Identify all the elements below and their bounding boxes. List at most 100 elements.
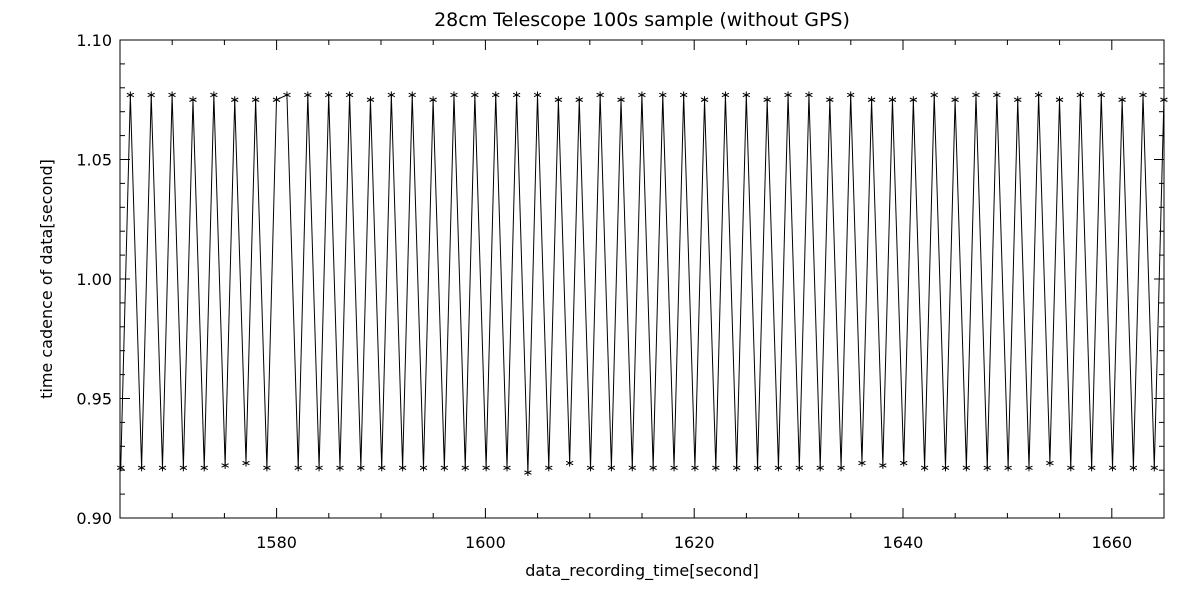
data-point <box>1067 464 1075 472</box>
data-point <box>336 464 344 472</box>
asterisk-stroke <box>461 465 469 471</box>
x-tick-label: 1660 <box>1091 533 1132 552</box>
asterisk-stroke <box>1108 465 1117 471</box>
data-point <box>628 464 637 472</box>
data-point <box>1046 459 1054 467</box>
asterisk-stroke <box>888 97 897 102</box>
data-point <box>867 96 876 104</box>
asterisk-stroke <box>795 465 804 471</box>
data-point <box>1150 464 1159 472</box>
data-point <box>398 464 407 472</box>
asterisk-stroke <box>565 460 574 466</box>
data-point <box>993 91 1001 99</box>
data-point <box>324 91 333 99</box>
asterisk-stroke <box>712 465 720 471</box>
asterisk-stroke <box>345 92 354 98</box>
y-axis-ticks: 0.90 0.95 1.00 1.05 1.10 <box>76 31 1164 528</box>
asterisk-stroke <box>304 92 312 98</box>
asterisk-stroke <box>168 92 176 98</box>
asterisk-stroke <box>251 97 260 102</box>
x-tick-label: 1600 <box>465 533 506 552</box>
data-point <box>210 91 218 99</box>
data-point <box>742 91 751 99</box>
data-point <box>189 96 197 104</box>
data-point <box>575 96 583 104</box>
asterisk-stroke <box>1160 97 1168 102</box>
data-point <box>366 96 375 104</box>
asterisk-stroke <box>179 465 188 471</box>
asterisk-stroke <box>315 465 323 471</box>
data-point <box>1004 464 1012 472</box>
data-point <box>837 464 845 472</box>
data-point <box>1025 464 1033 472</box>
asterisk-stroke <box>732 465 741 471</box>
asterisk-stroke <box>545 465 553 471</box>
asterisk-stroke <box>221 463 229 468</box>
asterisk-stroke <box>586 465 595 471</box>
asterisk-stroke <box>242 460 250 466</box>
asterisk-stroke <box>858 460 866 466</box>
asterisk-stroke <box>909 97 918 102</box>
asterisk-stroke <box>721 92 730 98</box>
data-point <box>941 464 950 472</box>
asterisk-stroke <box>983 465 991 471</box>
asterisk-stroke <box>951 97 959 102</box>
data-point <box>221 461 229 469</box>
asterisk-stroke <box>1034 92 1043 98</box>
asterisk-stroke <box>200 465 208 471</box>
data-point <box>565 459 574 467</box>
asterisk-stroke <box>816 465 824 471</box>
data-point <box>983 464 991 472</box>
asterisk-stroke <box>962 465 971 471</box>
data-point <box>524 469 532 477</box>
data-point <box>816 464 824 472</box>
asterisk-stroke <box>972 92 980 98</box>
data-point <box>784 91 792 99</box>
data-point <box>461 464 469 472</box>
asterisk-stroke <box>158 465 167 471</box>
data-point <box>962 464 971 472</box>
asterisk-stroke <box>137 465 146 471</box>
data-point <box>638 91 646 99</box>
data-point <box>700 96 709 104</box>
asterisk-stroke <box>700 97 709 102</box>
data-point <box>357 464 365 472</box>
data-point <box>545 464 553 472</box>
asterisk-stroke <box>533 92 542 98</box>
asterisk-stroke <box>670 465 678 471</box>
data-point <box>533 91 542 99</box>
asterisk-stroke <box>679 92 688 98</box>
asterisk-stroke <box>1046 460 1054 466</box>
asterisk-stroke <box>471 92 479 98</box>
data-point <box>846 91 855 99</box>
asterisk-stroke <box>1055 97 1064 102</box>
asterisk-stroke <box>742 92 751 98</box>
asterisk-stroke <box>117 465 125 471</box>
asterisk-stroke <box>867 97 876 102</box>
asterisk-stroke <box>900 460 908 466</box>
data-point <box>826 96 834 104</box>
asterisk-stroke <box>482 465 490 471</box>
y-tick-label: 0.95 <box>76 390 112 409</box>
data-point <box>909 96 918 104</box>
data-point <box>1034 91 1043 99</box>
asterisk-stroke <box>492 92 500 98</box>
y-tick-label: 0.90 <box>76 509 112 528</box>
asterisk-stroke <box>941 465 950 471</box>
series-line <box>120 94 1165 473</box>
asterisk-stroke <box>1087 465 1096 471</box>
asterisk-stroke <box>920 465 929 471</box>
data-point <box>512 91 521 99</box>
data-point <box>679 91 688 99</box>
data-point <box>951 96 959 104</box>
asterisk-stroke <box>189 97 197 102</box>
x-tick-label: 1620 <box>674 533 715 552</box>
data-point <box>294 464 302 472</box>
asterisk-stroke <box>993 92 1001 98</box>
data-point <box>378 464 386 472</box>
data-point <box>888 96 897 104</box>
asterisk-stroke <box>336 465 344 471</box>
data-point <box>117 464 125 472</box>
asterisk-stroke <box>691 465 699 471</box>
asterisk-stroke <box>837 465 845 471</box>
